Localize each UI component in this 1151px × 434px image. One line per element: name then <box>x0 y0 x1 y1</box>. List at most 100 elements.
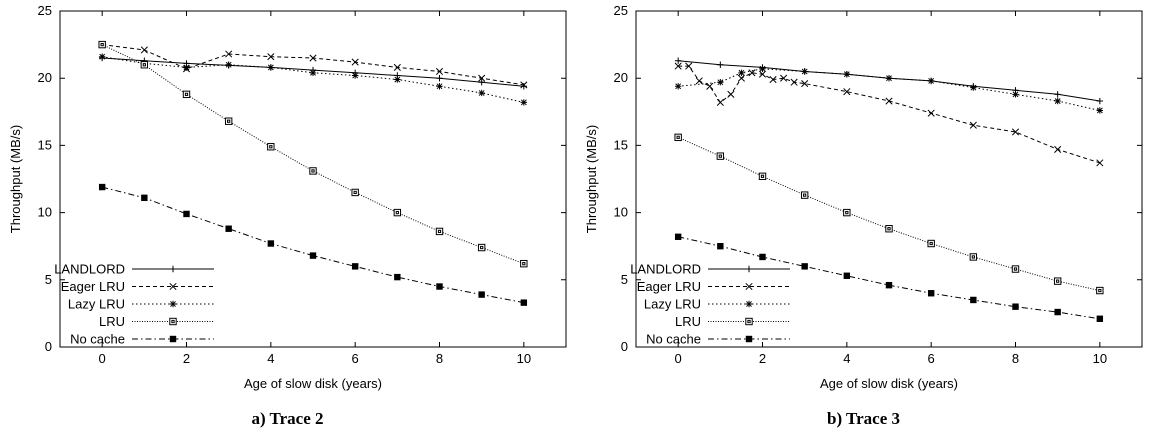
legend-label: LANDLORD <box>630 262 701 277</box>
legend-marker <box>169 300 177 308</box>
data-point <box>969 253 978 261</box>
data-point <box>140 46 148 54</box>
legend-item-lazy-lru: Lazy LRU <box>644 297 790 312</box>
data-point <box>309 69 317 77</box>
series-line <box>678 65 1100 164</box>
y-tick-label: 20 <box>614 70 628 85</box>
data-point <box>790 78 798 86</box>
data-point <box>717 61 724 68</box>
x-axis-title: Age of slow disk (years) <box>820 376 958 391</box>
data-point <box>843 272 851 279</box>
legend-label: LRU <box>99 314 125 329</box>
data-point <box>98 183 106 191</box>
data-point <box>801 68 808 75</box>
legend-item-no-cache: No cache <box>646 332 790 347</box>
x-axis-title: Age of slow disk (years) <box>244 376 382 391</box>
y-tick-label: 25 <box>38 3 52 18</box>
data-point <box>885 97 893 105</box>
data-point <box>1054 308 1061 316</box>
data-point <box>351 58 359 66</box>
x-tick-label: 6 <box>352 351 359 366</box>
data-point <box>843 70 851 78</box>
series-line <box>102 56 524 103</box>
x-tick-label: 2 <box>183 351 190 366</box>
data-point <box>225 61 232 68</box>
x-tick-label: 8 <box>436 351 443 366</box>
y-tick-label: 10 <box>38 205 52 220</box>
series-lazy-lru <box>98 53 528 106</box>
data-point <box>225 225 232 232</box>
data-point <box>885 75 893 82</box>
legend-item-lru: LRU <box>675 314 790 329</box>
data-point <box>759 253 766 261</box>
data-point <box>1054 91 1061 98</box>
data-point <box>436 83 443 90</box>
data-point <box>674 133 682 142</box>
legend-item-no-cache: No cache <box>70 332 214 347</box>
data-point <box>309 54 317 62</box>
data-point <box>927 109 935 117</box>
legend-label: LRU <box>675 314 701 329</box>
y-tick-label: 5 <box>45 272 52 287</box>
data-point <box>1054 97 1061 105</box>
data-point <box>182 90 191 99</box>
x-tick-label: 4 <box>843 351 850 366</box>
data-point <box>885 281 893 289</box>
plot-frame <box>635 10 1143 348</box>
series-line <box>678 68 1100 111</box>
legend-marker <box>745 335 753 343</box>
data-point <box>748 69 756 77</box>
data-point <box>393 208 402 217</box>
data-point <box>801 80 809 88</box>
series-lazy-lru <box>674 65 1104 114</box>
data-point <box>183 210 190 218</box>
data-point <box>394 273 401 281</box>
x-tick-label: 2 <box>759 351 766 366</box>
data-point <box>436 283 443 290</box>
data-point <box>435 67 444 76</box>
data-point <box>477 243 486 252</box>
legend: LANDLORD Eager LRU Lazy LRU LRU No cache <box>54 262 214 347</box>
data-point <box>224 117 233 125</box>
series-line <box>101 44 524 265</box>
data-point <box>183 64 190 71</box>
legend-marker <box>745 265 753 273</box>
data-point <box>970 84 977 91</box>
data-point <box>267 53 275 61</box>
series-line <box>677 136 1100 292</box>
data-point <box>1096 107 1104 114</box>
data-point <box>98 53 106 60</box>
data-point <box>478 79 485 86</box>
data-point <box>1012 91 1019 98</box>
data-point <box>520 99 528 106</box>
data-point <box>695 77 703 85</box>
x-tick-label: 10 <box>1093 351 1107 366</box>
data-point <box>717 243 724 250</box>
series-no-cache <box>98 183 528 306</box>
data-point <box>969 121 977 129</box>
data-point <box>927 290 935 297</box>
data-point <box>393 63 401 72</box>
data-point <box>1096 159 1104 167</box>
legend-marker <box>745 317 753 326</box>
data-point <box>758 172 767 181</box>
data-point <box>267 64 275 71</box>
data-point <box>674 62 682 70</box>
data-point <box>970 296 977 304</box>
data-point <box>758 70 767 78</box>
data-point <box>351 72 359 79</box>
data-point <box>225 50 233 58</box>
data-point <box>706 82 714 90</box>
data-point <box>1096 97 1104 105</box>
plot-frame <box>59 10 567 348</box>
data-point <box>351 188 359 197</box>
data-point <box>717 79 724 86</box>
legend-label: Eager LRU <box>637 279 701 294</box>
legend: LANDLORD Eager LRU Lazy LRU LRU No cache <box>630 262 790 347</box>
x-tick-label: 4 <box>267 351 274 366</box>
data-point <box>780 74 788 82</box>
legend-item-eager-lru: Eager LRU <box>61 279 214 294</box>
y-axis-title: Throughput (MB/s) <box>584 125 599 233</box>
data-point <box>520 83 528 90</box>
data-point <box>1053 277 1062 285</box>
